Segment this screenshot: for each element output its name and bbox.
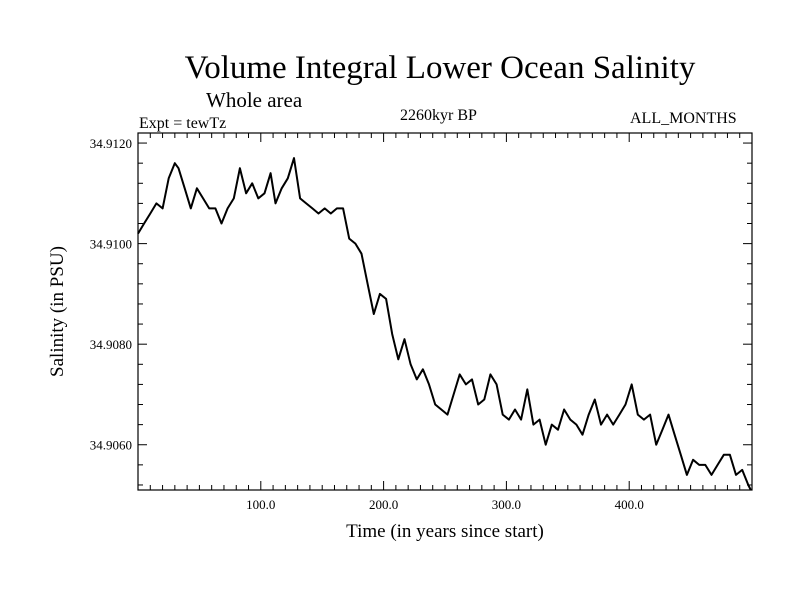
x-tick-label: 200.0 [369,497,398,512]
y-axis-label: Salinity (in PSU) [47,246,68,377]
plot-frame [137,132,753,491]
experiment-label: Expt = tewTz [139,115,227,132]
y-tick-label: 34.9120 [90,136,132,151]
chart-title: Volume Integral Lower Ocean Salinity [184,50,696,86]
x-tick-label: 100.0 [246,497,275,512]
x-tick-label: 400.0 [615,497,644,512]
y-tick-label: 34.9080 [90,337,132,352]
y-tick-label: 34.9100 [90,237,132,252]
period-label: 2260kyr BP [400,107,477,124]
y-tick-label: 34.9060 [90,438,132,453]
series-line-salinity [137,157,752,491]
tick-labels: 100.0 200.0 300.0 400.0 34.9060 34.9080 34.910… [90,136,644,512]
axis-ticks [138,133,752,490]
x-axis-label: Time (in years since start) [346,521,544,542]
x-tick-label: 300.0 [492,497,521,512]
months-label: ALL_MONTHS [630,110,737,127]
chart-subtitle: Whole area [206,88,303,112]
